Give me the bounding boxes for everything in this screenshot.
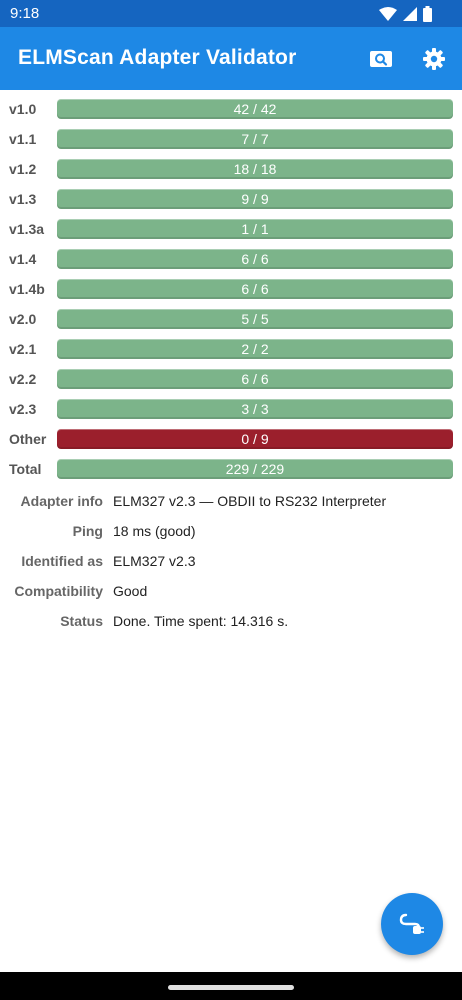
- signal-icon: [403, 6, 417, 21]
- result-row-v1-0: v1.0 42 / 42: [0, 99, 462, 121]
- home-gesture-handle[interactable]: [168, 985, 294, 990]
- info-value: 18 ms (good): [113, 523, 196, 539]
- info-row-compatibility: Compatibility Good: [0, 581, 462, 603]
- result-label: Other: [9, 431, 47, 447]
- info-row-adapter: Adapter info ELM327 v2.3 — OBDII to RS23…: [0, 491, 462, 513]
- result-bar: 3 / 3: [57, 399, 453, 419]
- result-label: v1.3: [9, 191, 37, 207]
- info-row-identified: Identified as ELM327 v2.3: [0, 551, 462, 573]
- info-key: Ping: [72, 523, 103, 539]
- result-row-v1-4: v1.4 6 / 6: [0, 249, 462, 271]
- result-label: v2.2: [9, 371, 37, 387]
- result-label: Total: [9, 461, 42, 477]
- result-row-v2-3: v2.3 3 / 3: [0, 399, 462, 421]
- result-row-v2-2: v2.2 6 / 6: [0, 369, 462, 391]
- result-label: v1.4b: [9, 281, 45, 297]
- result-row-v2-0: v2.0 5 / 5: [0, 309, 462, 331]
- result-row-v1-3: v1.3 9 / 9: [0, 189, 462, 211]
- result-label: v1.0: [9, 101, 37, 117]
- result-bar: 6 / 6: [57, 249, 453, 269]
- info-value: Good: [113, 583, 148, 599]
- settings-button[interactable]: [419, 44, 449, 74]
- result-label: v1.1: [9, 131, 37, 147]
- connect-plug-icon: [399, 913, 424, 934]
- result-bar: 9 / 9: [57, 189, 453, 209]
- info-key: Adapter info: [20, 493, 103, 509]
- result-bar: 5 / 5: [57, 309, 453, 329]
- result-bar: 0 / 9: [57, 429, 453, 449]
- result-label: v1.4: [9, 251, 37, 267]
- result-row-v1-3a: v1.3a 1 / 1: [0, 219, 462, 241]
- info-key: Identified as: [21, 553, 103, 569]
- status-time: 9:18: [10, 5, 40, 22]
- result-bar: 18 / 18: [57, 159, 453, 179]
- result-bar: 2 / 2: [57, 339, 453, 359]
- result-bar: 6 / 6: [57, 279, 453, 299]
- search-icon: [370, 51, 392, 67]
- result-row-v1-4b: v1.4b 6 / 6: [0, 279, 462, 301]
- result-label: v1.2: [9, 161, 37, 177]
- result-row-v2-1: v2.1 2 / 2: [0, 339, 462, 361]
- search-button[interactable]: [366, 44, 396, 74]
- status-icons: [379, 4, 432, 23]
- info-row-status: Status Done. Time spent: 14.316 s.: [0, 611, 462, 633]
- info-value: ELM327 v2.3 — OBDII to RS232 Interpreter: [113, 493, 387, 509]
- result-bar: 1 / 1: [57, 219, 453, 239]
- result-label: v1.3a: [9, 221, 45, 237]
- status-bar: 9:18: [0, 0, 462, 27]
- result-row-total: Total 229 / 229: [0, 459, 462, 481]
- navigation-bar: [0, 972, 462, 1000]
- result-label: v2.0: [9, 311, 37, 327]
- info-value: ELM327 v2.3: [113, 553, 196, 569]
- result-bar: 7 / 7: [57, 129, 453, 149]
- app-bar: ELMScan Adapter Validator: [0, 27, 462, 90]
- settings-icon: [423, 48, 445, 70]
- battery-icon: [423, 5, 432, 22]
- wifi-icon: [379, 6, 397, 21]
- connect-fab-button[interactable]: [381, 893, 443, 955]
- result-row-v1-2: v1.2 18 / 18: [0, 159, 462, 181]
- result-bar: 6 / 6: [57, 369, 453, 389]
- result-label: v2.1: [9, 341, 37, 357]
- result-row-other: Other 0 / 9: [0, 429, 462, 451]
- info-row-ping: Ping 18 ms (good): [0, 521, 462, 543]
- result-bar: 42 / 42: [57, 99, 453, 119]
- info-key: Status: [60, 613, 103, 629]
- result-label: v2.3: [9, 401, 37, 417]
- result-bar: 229 / 229: [57, 459, 453, 479]
- info-key: Compatibility: [14, 583, 103, 599]
- app-title: ELMScan Adapter Validator: [18, 46, 297, 69]
- result-row-v1-1: v1.1 7 / 7: [0, 129, 462, 151]
- info-value: Done. Time spent: 14.316 s.: [113, 613, 289, 629]
